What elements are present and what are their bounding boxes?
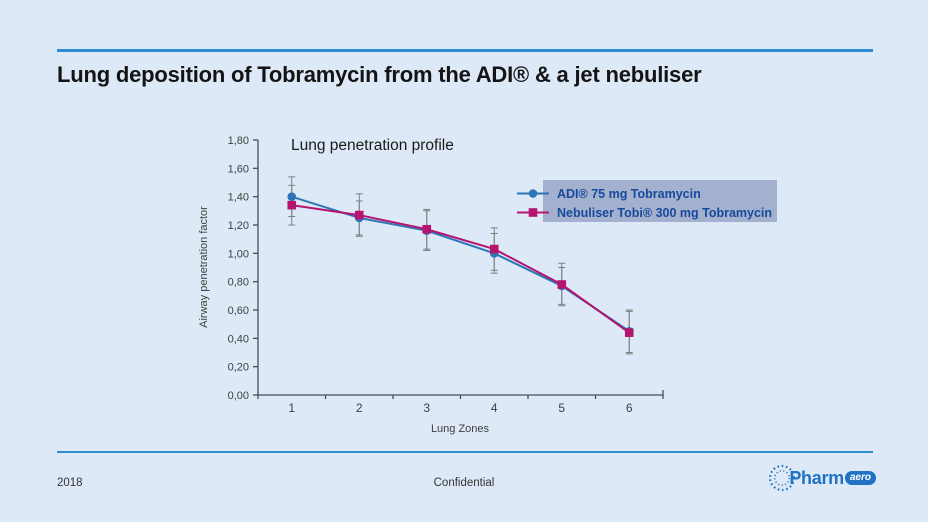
legend-box bbox=[543, 180, 777, 222]
x-tick-label: 6 bbox=[626, 401, 633, 415]
chart-title: Lung penetration profile bbox=[291, 137, 454, 154]
x-tick-label: 3 bbox=[423, 401, 430, 415]
y-tick-label: 0,20 bbox=[228, 362, 249, 374]
bottom-divider-line bbox=[57, 451, 873, 453]
data-point-square bbox=[422, 224, 432, 234]
y-tick-label: 1,40 bbox=[228, 192, 249, 204]
axes bbox=[253, 139, 664, 399]
pharmaero-swirl-icon bbox=[769, 464, 796, 492]
y-tick-label: 1,20 bbox=[228, 220, 249, 232]
y-tick-label: 0,40 bbox=[228, 333, 249, 345]
legend-label-nebuliser: Nebuliser Tobi® 300 mg Tobramycin bbox=[557, 206, 772, 220]
tick-labels: 0,00 0,20 0,40 0,60 0,80 1,00 1,20 1,40 1,60 1,80… bbox=[228, 135, 633, 415]
x-tick-label: 2 bbox=[356, 401, 363, 415]
data-point-square bbox=[489, 244, 499, 254]
footer-year: 2018 bbox=[57, 477, 83, 489]
y-axis-title: Airway penetration factor bbox=[198, 206, 210, 328]
data-point-square bbox=[354, 210, 364, 220]
legend: ADI® 75 mg Tobramycin Nebuliser Tobi® 30… bbox=[517, 180, 777, 222]
y-tick-label: 1,60 bbox=[228, 163, 249, 175]
y-tick-label: 1,80 bbox=[228, 135, 249, 147]
y-tick-label: 1,00 bbox=[228, 248, 249, 260]
y-tick-label: 0,00 bbox=[228, 390, 249, 402]
pharmaero-wordmark: Pharm bbox=[789, 467, 844, 488]
x-tick-label: 4 bbox=[491, 401, 498, 415]
legend-marker-nebuliser-icon bbox=[528, 208, 538, 217]
lung-penetration-chart: Lung penetration profile Airway penetrat… bbox=[198, 135, 777, 435]
pharmaero-logo: Pharm aero bbox=[766, 461, 876, 495]
plot-area: 0,00 0,20 0,40 0,60 0,80 1,00 1,20 1,40 1,60 1,80… bbox=[228, 135, 664, 415]
legend-marker-adi-icon bbox=[528, 189, 538, 198]
page-title: Lung deposition of Tobramycin from the A… bbox=[57, 62, 702, 87]
data-point-square bbox=[624, 328, 634, 337]
axis-line bbox=[257, 140, 664, 396]
x-axis-title: Lung Zones bbox=[431, 423, 490, 435]
x-tick-label: 1 bbox=[288, 401, 295, 415]
series-markers-1 bbox=[287, 200, 634, 337]
legend-label-adi: ADI® 75 mg Tobramycin bbox=[557, 187, 701, 201]
x-tick-label: 5 bbox=[558, 401, 565, 415]
y-tick-label: 0,80 bbox=[228, 277, 249, 289]
series-line-1 bbox=[291, 204, 630, 334]
data-point-circle bbox=[287, 192, 297, 201]
data-point-square bbox=[287, 200, 297, 210]
footer-confidential: Confidential bbox=[433, 477, 495, 489]
y-tick-label: 0,60 bbox=[228, 305, 249, 317]
top-divider-line bbox=[57, 49, 873, 52]
data-point-square bbox=[557, 280, 567, 289]
pharmaero-badge: aero bbox=[844, 471, 876, 485]
